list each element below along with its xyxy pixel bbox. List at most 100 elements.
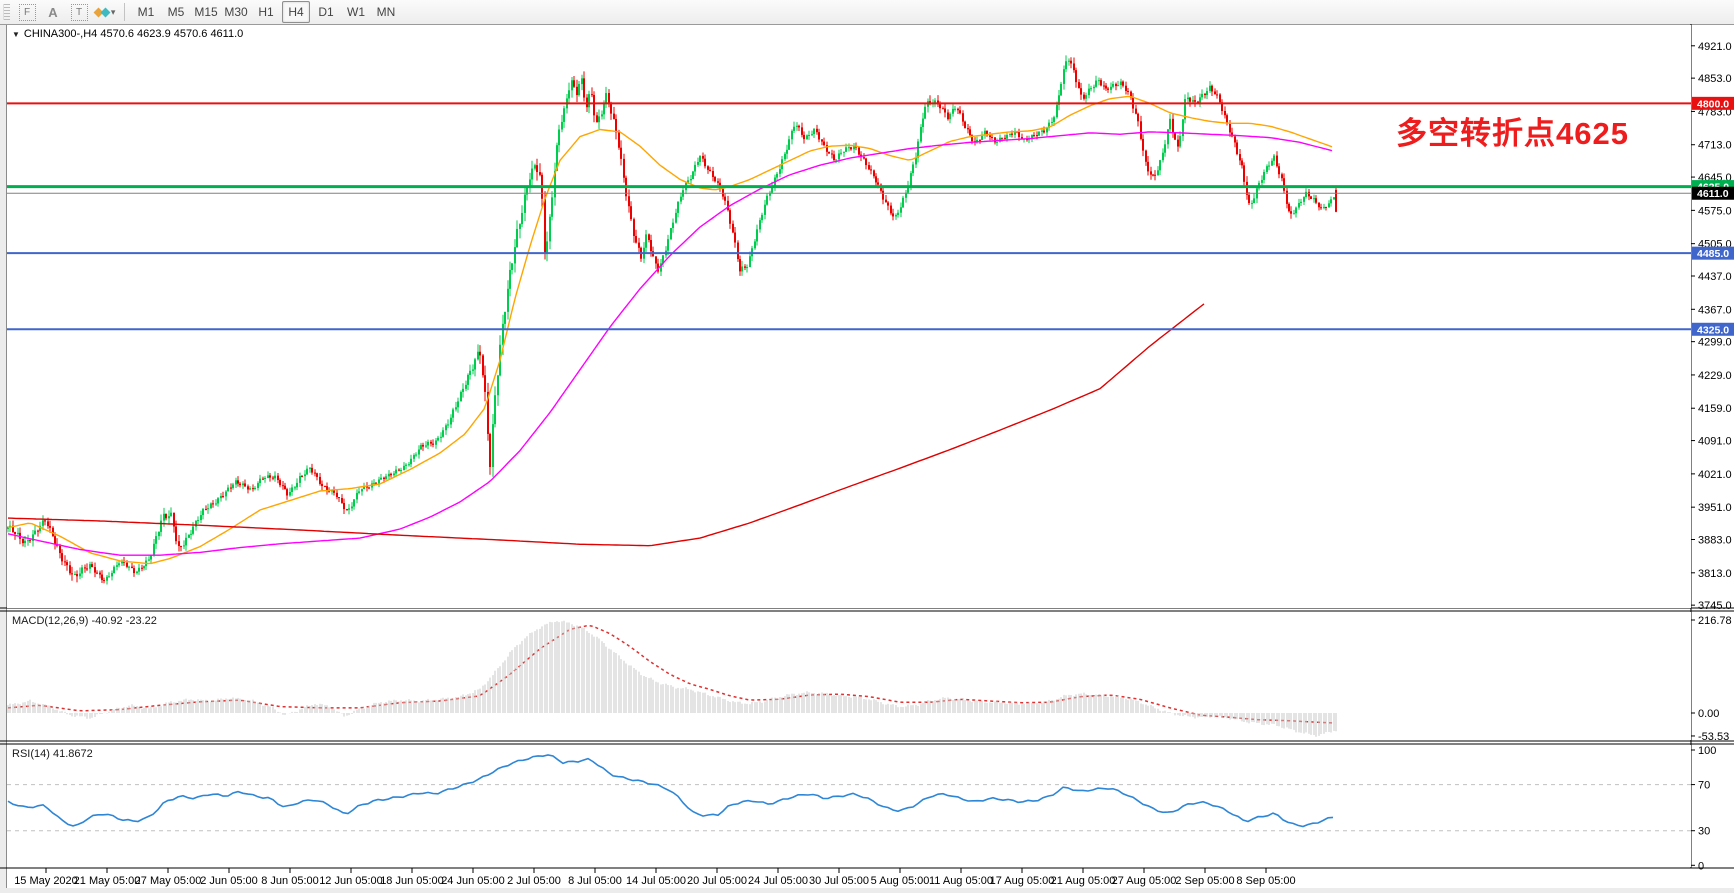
- svg-text:4159.0: 4159.0: [1698, 403, 1732, 415]
- timeframe-button-w1[interactable]: W1: [347, 5, 365, 19]
- date-label: 2 Jul 05:00: [507, 875, 561, 887]
- date-label: 15 May 2020: [14, 875, 78, 887]
- timeframe-button-h4[interactable]: H4: [282, 1, 310, 23]
- date-label: 5 Aug 05:00: [871, 875, 930, 887]
- macd-panel: [7, 612, 1691, 740]
- timeframe-button-m1[interactable]: M1: [137, 5, 155, 19]
- collapse-arrow-icon[interactable]: ▼: [12, 30, 20, 39]
- date-label: 8 Sep 05:00: [1236, 875, 1295, 887]
- rsi-line: [7, 754, 1334, 828]
- svg-text:-53.53: -53.53: [1698, 731, 1729, 743]
- date-label: 17 Aug 05:00: [990, 875, 1055, 887]
- timeframe-button-mn[interactable]: MN: [376, 5, 396, 19]
- symbol-ohlc-text: CHINA300-,H4 4570.6 4623.9 4570.6 4611.0: [23, 28, 244, 40]
- analyst-annotation-text[interactable]: 多空转折点4625: [1396, 116, 1629, 151]
- font-tool-button[interactable]: A: [41, 1, 65, 23]
- svg-text:3745.0: 3745.0: [1698, 600, 1732, 612]
- svg-text:3951.0: 3951.0: [1698, 502, 1732, 514]
- date-label: 2 Sep 05:00: [1175, 875, 1234, 887]
- date-label: 12 Jun 05:00: [319, 875, 383, 887]
- svg-text:4853.0: 4853.0: [1698, 73, 1732, 85]
- rsi-panel-resize-handle[interactable]: [0, 740, 1734, 744]
- ma-mid-line: [7, 131, 1333, 556]
- macd-plot[interactable]: [7, 612, 1691, 740]
- date-label: 20 Jul 05:00: [687, 875, 747, 887]
- date-label: 18 Jun 05:00: [380, 875, 444, 887]
- svg-text:30: 30: [1698, 826, 1710, 838]
- svg-text:4325.0: 4325.0: [1697, 324, 1729, 336]
- toolbar-grip-handle[interactable]: [3, 4, 10, 20]
- svg-text:4800.0: 4800.0: [1697, 98, 1729, 110]
- svg-text:4921.0: 4921.0: [1698, 41, 1732, 53]
- svg-text:4091.0: 4091.0: [1698, 436, 1732, 448]
- main-chart-plot[interactable]: [7, 25, 1691, 608]
- svg-text:4229.0: 4229.0: [1698, 370, 1732, 382]
- chart-frame-tool-button[interactable]: F: [15, 1, 39, 23]
- rsi-panel: [7, 745, 1691, 867]
- date-label: 8 Jul 05:00: [568, 875, 622, 887]
- date-label: 14 Jul 05:00: [626, 875, 686, 887]
- font-a-icon: A: [48, 4, 58, 20]
- svg-text:3813.0: 3813.0: [1698, 568, 1732, 580]
- date-label: 8 Jun 05:00: [261, 875, 319, 887]
- svg-text:3883.0: 3883.0: [1698, 535, 1732, 547]
- svg-text:4367.0: 4367.0: [1698, 304, 1732, 316]
- chart-frame-icon: F: [18, 3, 36, 21]
- svg-text:100: 100: [1698, 745, 1716, 757]
- svg-text:70: 70: [1698, 780, 1710, 792]
- svg-text:4437.0: 4437.0: [1698, 271, 1732, 283]
- text-label-tool-button[interactable]: T: [67, 1, 91, 23]
- timeframe-group: M1 M5 M15 M30 H1 H4 D1 W1 MN: [131, 1, 401, 23]
- date-label: 24 Jun 05:00: [441, 875, 505, 887]
- svg-text:4611.0: 4611.0: [1697, 188, 1729, 200]
- price-axis: 4921.04853.04783.04713.04645.04575.04505…: [1691, 41, 1734, 612]
- macd-signal-line: [7, 624, 1334, 724]
- svg-text:4485.0: 4485.0: [1697, 248, 1729, 260]
- macd-panel-resize-handle[interactable]: [0, 607, 1734, 611]
- text-label-icon: T: [70, 3, 88, 21]
- timeframe-button-m15[interactable]: M15: [194, 5, 218, 19]
- price-badge-4325.0: [1692, 322, 1734, 336]
- price-badge-4485.0: [1692, 246, 1734, 260]
- rsi-plot[interactable]: [7, 745, 1691, 867]
- price-badge-4800.0: [1692, 96, 1734, 110]
- ma-fast-line: [7, 95, 1333, 565]
- symbol-ohlc-readout[interactable]: ▼ CHINA300-,H4 4570.6 4623.9 4570.6 4611.…: [12, 28, 243, 40]
- svg-text:4713.0: 4713.0: [1698, 140, 1732, 152]
- rsi-axis: 100 70 30 0: [1691, 745, 1716, 872]
- macd-axis: 216.78 0.00 -53.53: [1691, 615, 1732, 743]
- rsi-indicator-label: RSI(14) 41.8672: [12, 748, 93, 760]
- date-label: 2 Jun 05:00: [200, 875, 258, 887]
- date-label: 24 Jul 05:00: [748, 875, 808, 887]
- date-label: 11 Aug 05:00: [929, 875, 993, 887]
- chart-canvas[interactable]: 4921.04853.04783.04713.04645.04575.04505…: [0, 24, 1734, 893]
- toolbar-separator: [124, 3, 125, 21]
- window-bottom-border: [0, 888, 1734, 893]
- timeframe-button-m5[interactable]: M5: [167, 5, 185, 19]
- macd-histogram: [7, 620, 1337, 737]
- svg-text:4299.0: 4299.0: [1698, 337, 1732, 349]
- main-price-panel: [7, 25, 1691, 608]
- timeframe-button-h1[interactable]: H1: [258, 5, 274, 19]
- horizontal-levels: [7, 102, 1691, 331]
- date-label: 21 May 05:00: [74, 875, 141, 887]
- timeframe-button-m30[interactable]: M30: [224, 5, 248, 19]
- moving-averages: [7, 95, 1333, 565]
- shapes-tool-button[interactable]: ▾: [93, 1, 117, 23]
- shapes-icon: [93, 5, 111, 19]
- svg-text:0: 0: [1698, 860, 1704, 872]
- ma-slow-line: [7, 303, 1205, 547]
- price-badge-4611.0: [1692, 186, 1734, 200]
- date-label: 27 Aug 05:00: [1112, 875, 1177, 887]
- svg-text:4575.0: 4575.0: [1698, 205, 1732, 217]
- timeframe-button-d1[interactable]: D1: [318, 5, 334, 19]
- chevron-down-icon[interactable]: ▾: [110, 6, 116, 17]
- svg-text:0.00: 0.00: [1698, 708, 1719, 720]
- date-label: 27 May 05:00: [135, 875, 202, 887]
- macd-indicator-label: MACD(12,26,9) -40.92 -23.22: [12, 615, 157, 627]
- date-label: 30 Jul 05:00: [809, 875, 869, 887]
- toolbar: F A T ▾ M1 M5 M15 M30 H1 H4 D1 W1 MN: [0, 0, 1734, 25]
- svg-text:216.78: 216.78: [1698, 615, 1732, 627]
